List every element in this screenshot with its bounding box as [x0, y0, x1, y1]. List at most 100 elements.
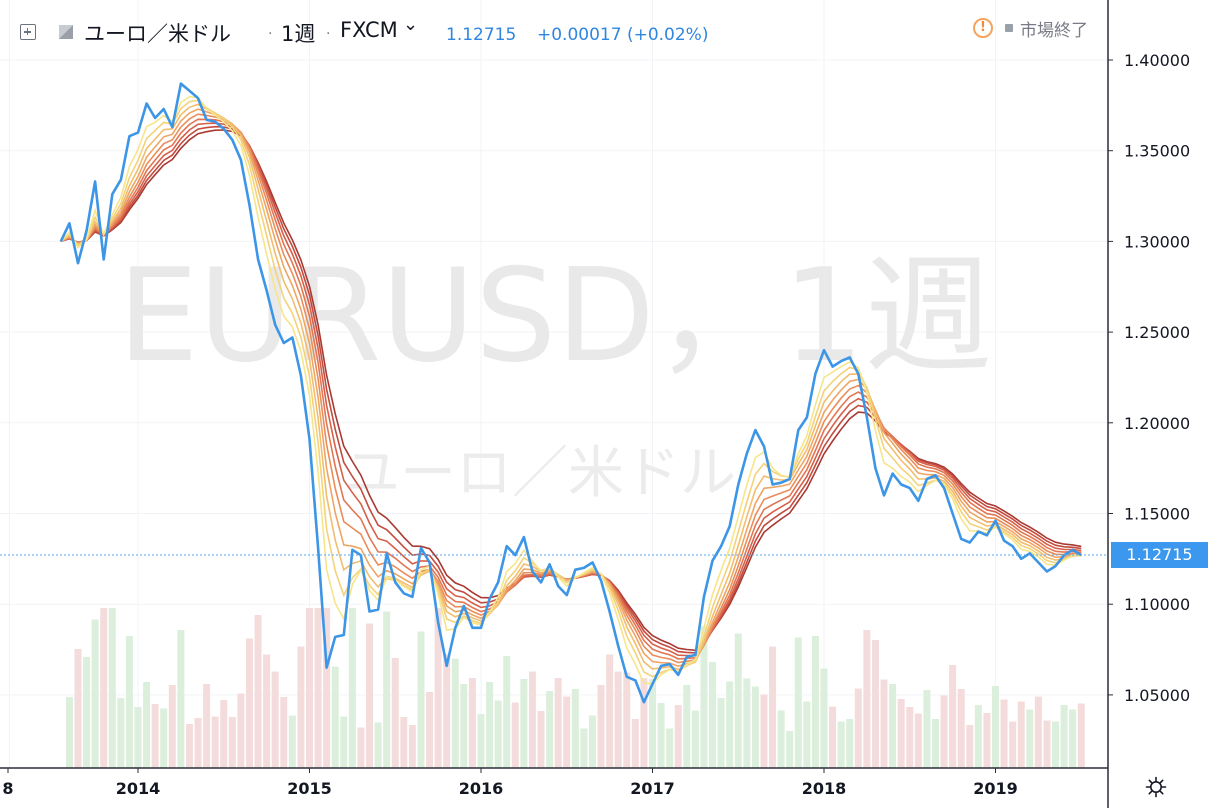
volume-bars — [65, 608, 1085, 768]
volume-bar — [503, 656, 511, 768]
y-tick-label: 1.20000 — [1124, 414, 1190, 433]
volume-bar — [760, 694, 768, 768]
volume-bar — [683, 685, 691, 768]
volume-bar — [829, 706, 837, 768]
volume-bar — [571, 689, 579, 768]
interval-label[interactable]: 1週 — [281, 22, 316, 46]
volume-bar — [117, 698, 125, 768]
volume-bar — [177, 630, 185, 768]
volume-bar — [563, 696, 571, 768]
volume-bar — [623, 672, 631, 768]
volume-bar — [494, 700, 502, 768]
volume-bar — [734, 633, 742, 768]
volume-bar — [871, 640, 879, 768]
volume-bar — [794, 637, 802, 768]
volume-bar — [949, 665, 957, 768]
volume-bar — [1052, 721, 1060, 768]
volume-bar — [254, 615, 262, 768]
volume-bar — [91, 619, 99, 768]
volume-bar — [1077, 703, 1085, 768]
volume-bar — [691, 710, 699, 768]
volume-bar — [554, 678, 562, 768]
volume-bar — [769, 646, 777, 768]
volume-bar — [614, 671, 622, 768]
volume-bar — [160, 708, 168, 768]
volume-bar — [434, 608, 442, 768]
y-tick-label: 1.35000 — [1124, 142, 1190, 161]
volume-bar — [666, 728, 674, 768]
x-tick-label: 2018 — [802, 779, 847, 798]
volume-bar — [391, 658, 399, 768]
y-tick-label: 1.40000 — [1124, 51, 1190, 70]
volume-bar — [520, 679, 528, 768]
volume-bar — [460, 684, 468, 768]
volume-bar — [194, 718, 202, 768]
volume-bar — [649, 679, 656, 768]
volume-bar — [957, 689, 965, 768]
chevron-down-icon[interactable]: ⌄ — [403, 14, 419, 35]
volume-bar — [914, 713, 922, 768]
volume-bar — [280, 697, 288, 768]
market-status: 市場終了 — [1020, 21, 1088, 41]
volume-bar — [203, 684, 211, 768]
volume-bar — [940, 695, 948, 768]
y-tick-label: 1.05000 — [1124, 686, 1190, 705]
volume-bar — [65, 697, 73, 768]
volume-bar — [151, 704, 159, 768]
volume-bar — [588, 715, 596, 768]
x-tick-label: 2017 — [630, 779, 675, 798]
volume-bar — [931, 719, 939, 768]
volume-bar — [631, 719, 639, 768]
y-tick-label: 1.30000 — [1124, 232, 1190, 251]
volume-bar — [863, 630, 871, 768]
volume-bar — [846, 719, 854, 768]
alert-icon[interactable]: ! — [973, 18, 993, 38]
volume-bar — [709, 662, 717, 768]
volume-bar — [323, 608, 331, 768]
volume-bar — [366, 623, 374, 768]
volume-bar — [220, 700, 228, 768]
price-change: +0.00017 (+0.02%) — [537, 25, 709, 45]
symbol-name[interactable]: ユーロ／米ドル — [84, 22, 231, 46]
volume-bar — [125, 636, 133, 768]
volume-bar — [511, 702, 519, 768]
volume-bar — [528, 671, 536, 768]
volume-bar — [906, 707, 914, 768]
volume-bar — [340, 716, 348, 768]
add-symbol-icon[interactable] — [20, 24, 36, 40]
exchange-label[interactable]: FXCM — [340, 18, 398, 42]
volume-bar — [185, 724, 193, 768]
volume-bar — [837, 721, 845, 768]
volume-bar — [1009, 721, 1017, 768]
volume-bar — [486, 682, 494, 768]
volume-bar — [443, 654, 451, 768]
volume-bar — [657, 703, 665, 768]
chart-header: ユーロ／米ドル · 1週 · FXCM ⌄ 1.12715 +0.00017 (… — [0, 0, 1108, 64]
price-line[interactable] — [59, 82, 1082, 704]
time-axis[interactable]: 8 2014 2015 2016 2017 2018 2019 — [2, 768, 1018, 798]
y-tick-label: 1.10000 — [1124, 595, 1190, 614]
x-tick-label: 2015 — [287, 779, 332, 798]
volume-bar — [717, 698, 725, 768]
volume-bar — [297, 646, 305, 768]
x-tick-label: 2016 — [459, 779, 504, 798]
volume-bar — [606, 654, 614, 768]
volume-bar — [417, 631, 425, 768]
volume-bar — [1026, 709, 1034, 768]
price-axis[interactable]: 1.40000 1.35000 1.30000 1.25000 1.20000 1.150… — [1108, 51, 1190, 705]
gear-icon[interactable] — [1145, 776, 1167, 798]
flag-icon[interactable] — [58, 24, 74, 40]
volume-bar — [777, 710, 785, 768]
volume-bar — [640, 678, 648, 768]
volume-bar — [400, 717, 408, 768]
volume-bar — [263, 654, 271, 768]
volume-bar — [237, 693, 245, 768]
volume-bar — [1069, 709, 1077, 768]
volume-bar — [477, 714, 485, 768]
volume-bar — [468, 678, 476, 768]
volume-bar — [820, 668, 828, 768]
volume-bar — [983, 713, 991, 768]
volume-bar — [880, 679, 888, 768]
